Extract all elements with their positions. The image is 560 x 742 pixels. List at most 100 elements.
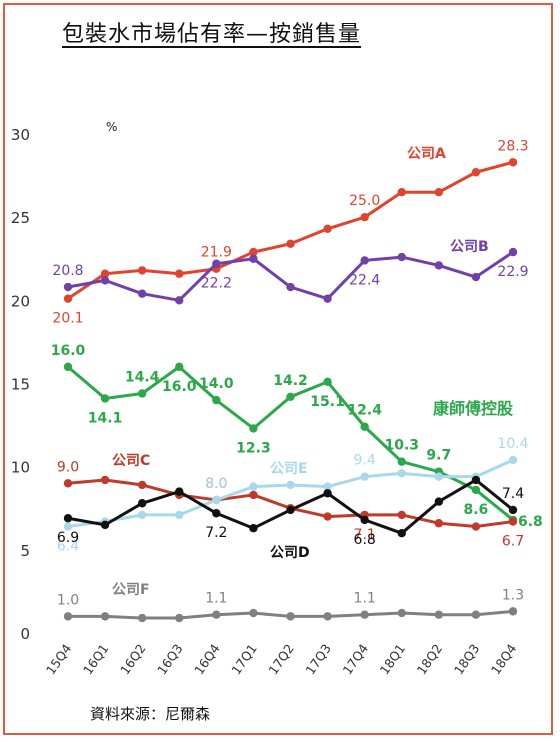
data-label: 16.0: [51, 343, 86, 359]
data-label: 7.1: [354, 527, 376, 543]
x-tick-label: 15Q4: [43, 641, 75, 677]
data-label: 14.0: [199, 376, 234, 392]
data-point: [249, 608, 258, 618]
x-tick-label: 16Q1: [80, 641, 112, 677]
data-point: [175, 296, 184, 305]
y-tick-label: 0: [20, 625, 30, 643]
source-note: 資料來源：尼爾森: [90, 705, 211, 723]
data-label: 1.0: [57, 592, 79, 608]
data-label: 1.1: [205, 591, 227, 607]
data-label: 8.6: [464, 502, 489, 518]
data-point: [397, 529, 406, 538]
data-point: [249, 247, 258, 257]
x-tick-label: 17Q3: [302, 641, 334, 677]
data-point: [323, 377, 332, 387]
data-point: [175, 487, 184, 496]
data-label: 22.4: [349, 272, 380, 288]
y-axis-unit: %: [106, 120, 117, 134]
data-point: [286, 612, 295, 621]
data-point: [249, 482, 258, 491]
data-point: [323, 482, 332, 491]
data-point: [175, 269, 184, 278]
data-label: 6.4: [57, 539, 79, 555]
data-label: 8.0: [205, 476, 227, 492]
data-point: [434, 497, 444, 506]
data-point: [137, 613, 147, 623]
data-point: [63, 514, 73, 523]
data-label: 6.9: [57, 530, 79, 546]
data-point: [471, 485, 481, 495]
x-tick-label: 18Q4: [488, 641, 520, 677]
data-point: [100, 276, 110, 285]
data-point: [175, 362, 184, 372]
data-point: [360, 515, 369, 525]
data-point: [100, 475, 110, 485]
data-point: [249, 490, 258, 500]
data-point: [212, 395, 221, 405]
data-label: 8.0: [205, 476, 227, 492]
data-label: 16.0: [162, 379, 197, 395]
data-label: 1.3: [502, 587, 524, 603]
y-tick-label: 15: [11, 376, 30, 394]
data-point: [63, 362, 73, 372]
data-point: [63, 294, 73, 303]
data-point: [397, 252, 406, 262]
data-point: [286, 282, 295, 292]
data-point: [323, 224, 332, 234]
data-label: 22.2: [201, 276, 232, 292]
data-label: 14.1: [88, 410, 123, 426]
data-point: [100, 394, 110, 403]
data-label: 6.8: [354, 532, 376, 548]
data-label: 12.3: [236, 440, 271, 456]
data-point: [508, 455, 518, 465]
data-point: [508, 158, 518, 167]
data-point: [137, 480, 147, 490]
data-label: 22.9: [497, 264, 528, 280]
data-point: [63, 479, 73, 488]
data-label: 7.2: [205, 525, 227, 541]
data-point: [100, 520, 110, 530]
series-name-label: 公司E: [270, 461, 308, 477]
data-point: [323, 512, 332, 521]
data-label: 28.3: [497, 138, 528, 154]
data-point: [508, 517, 518, 526]
data-point: [286, 239, 295, 248]
data-point: [63, 612, 73, 621]
data-point: [434, 261, 444, 270]
y-tick-label: 30: [11, 126, 30, 144]
data-point: [212, 610, 221, 619]
chart-title: 包裝水市場佔有率—按銷售量: [62, 22, 362, 47]
data-point: [63, 282, 73, 292]
x-tick-label: 18Q3: [451, 641, 483, 677]
data-point: [323, 489, 332, 498]
data-point: [397, 608, 406, 618]
data-point: [175, 510, 184, 520]
data-point: [434, 519, 444, 528]
x-tick-label: 18Q2: [414, 641, 446, 677]
data-point: [249, 524, 258, 533]
data-point: [508, 505, 518, 515]
y-tick-label: 10: [11, 459, 30, 477]
data-point: [397, 510, 406, 520]
data-point: [286, 392, 295, 402]
data-point: [397, 469, 406, 478]
x-tick-label: 17Q1: [228, 641, 260, 677]
data-point: [137, 266, 147, 275]
data-point: [434, 472, 444, 481]
data-point: [434, 188, 444, 197]
data-label: 20.1: [52, 311, 83, 327]
data-point: [471, 272, 481, 282]
data-point: [137, 289, 147, 298]
x-tick-label: 16Q2: [117, 641, 149, 677]
series-name-label: 公司B: [450, 239, 489, 255]
data-point: [63, 522, 73, 531]
x-tick-label: 17Q2: [265, 641, 297, 677]
x-tick-label: 18Q1: [377, 641, 409, 677]
data-point: [360, 610, 369, 619]
data-point: [212, 509, 221, 518]
series-name-label: 公司F: [112, 582, 150, 598]
x-tick-label: 16Q4: [191, 641, 223, 677]
data-point: [360, 256, 369, 265]
data-label: 10.3: [384, 438, 419, 454]
data-point: [323, 612, 332, 621]
